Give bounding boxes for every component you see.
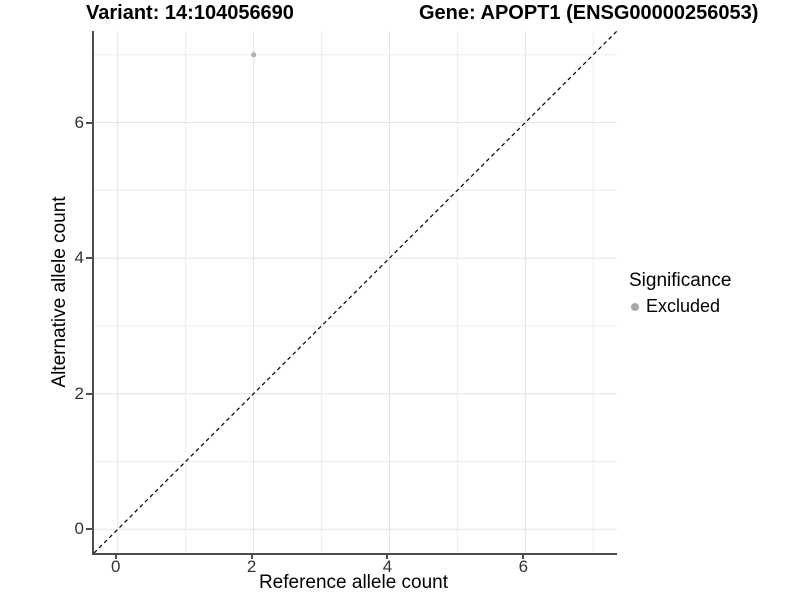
chart-panel: [92, 31, 617, 555]
y-axis-title: Alternative allele count: [49, 196, 70, 388]
legend: Significance Excluded: [629, 270, 731, 317]
x-axis-tick: [522, 553, 525, 559]
x-tick-label: 4: [382, 557, 393, 576]
x-axis-tick: [114, 553, 117, 559]
y-axis-tick: [86, 257, 92, 260]
y-axis-tick: [86, 121, 92, 124]
x-axis-tick: [250, 553, 253, 559]
identity-line: [94, 31, 617, 553]
y-axis-tick: [86, 528, 92, 531]
x-tick-label: 0: [111, 557, 121, 576]
y-tick-label: 2: [74, 383, 84, 403]
x-axis-tick: [386, 553, 389, 559]
y-tick-label: 0: [74, 519, 84, 539]
x-tick-label: 2: [246, 557, 257, 576]
data-point: [251, 52, 257, 58]
plot-title-variant: Variant: 14:104056690: [86, 2, 294, 24]
plot-title-gene: Gene: APOPT1 (ENSG00000256053): [419, 2, 759, 24]
y-tick-label: 6: [74, 112, 84, 132]
legend-entry-label: Excluded: [646, 296, 721, 316]
excluded-key-dot-icon: [631, 302, 639, 311]
y-tick-label: 4: [74, 248, 84, 268]
y-axis-tick: [86, 392, 92, 395]
x-tick-label: 6: [518, 557, 529, 576]
chart-canvas: [94, 31, 617, 553]
legend-entry-excluded: Excluded: [629, 296, 731, 317]
legend-title: Significance: [629, 270, 732, 291]
x-axis-title: Reference allele count: [258, 572, 449, 593]
